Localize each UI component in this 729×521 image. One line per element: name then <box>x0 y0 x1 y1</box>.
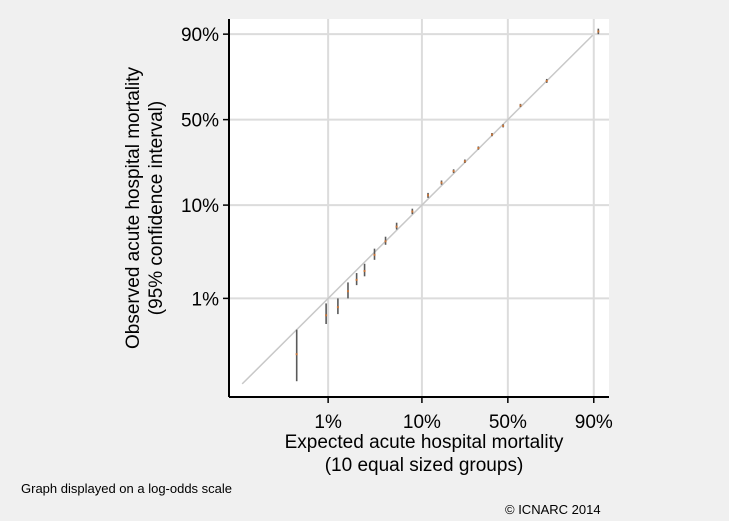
x-tick-label: 90% <box>575 412 613 433</box>
axes <box>223 19 609 403</box>
x-axis-title: (10 equal sized groups) <box>325 455 524 476</box>
data-point <box>463 160 466 163</box>
x-axis-title: Expected acute hospital mortality <box>285 432 564 453</box>
data-point <box>545 79 548 82</box>
y-axis-title: Observed acute hospital mortality <box>123 67 144 349</box>
data-point <box>411 210 414 213</box>
y-axis-title: (95% confidence interval) <box>146 101 167 315</box>
x-tick-label: 1% <box>314 412 342 433</box>
y-tick-label: 50% <box>181 111 219 132</box>
data-point <box>502 124 505 127</box>
data-point <box>373 253 376 256</box>
y-tick-label: 90% <box>181 25 219 46</box>
data-point <box>427 194 430 197</box>
axis-titles: Expected acute hospital mortality(10 equ… <box>123 67 564 476</box>
data-point <box>452 170 455 173</box>
data-point <box>346 290 349 293</box>
data-point <box>440 181 443 184</box>
data-point <box>490 133 493 136</box>
data-point <box>519 104 522 107</box>
identity-line <box>241 34 594 385</box>
copyright-note: © ICNARC 2014 <box>505 502 601 517</box>
reference-line <box>241 34 594 385</box>
grid-lines <box>229 19 609 397</box>
data-point <box>395 225 398 228</box>
data-series <box>295 28 600 382</box>
data-point <box>336 306 339 309</box>
scale-footnote: Graph displayed on a log-odds scale <box>21 481 233 496</box>
data-point <box>325 314 328 317</box>
data-point <box>355 278 358 281</box>
y-tick-label: 1% <box>192 289 220 310</box>
y-tick-label: 10% <box>181 196 219 217</box>
x-tick-label: 10% <box>403 412 441 433</box>
data-point <box>477 147 480 150</box>
data-point <box>363 270 366 273</box>
data-point <box>295 353 298 356</box>
x-tick-label: 50% <box>489 412 527 433</box>
tick-labels: 1% 10% 50% 90% 1% 10% 50% 90% <box>181 25 613 433</box>
data-point <box>384 240 387 243</box>
data-point <box>597 30 600 33</box>
